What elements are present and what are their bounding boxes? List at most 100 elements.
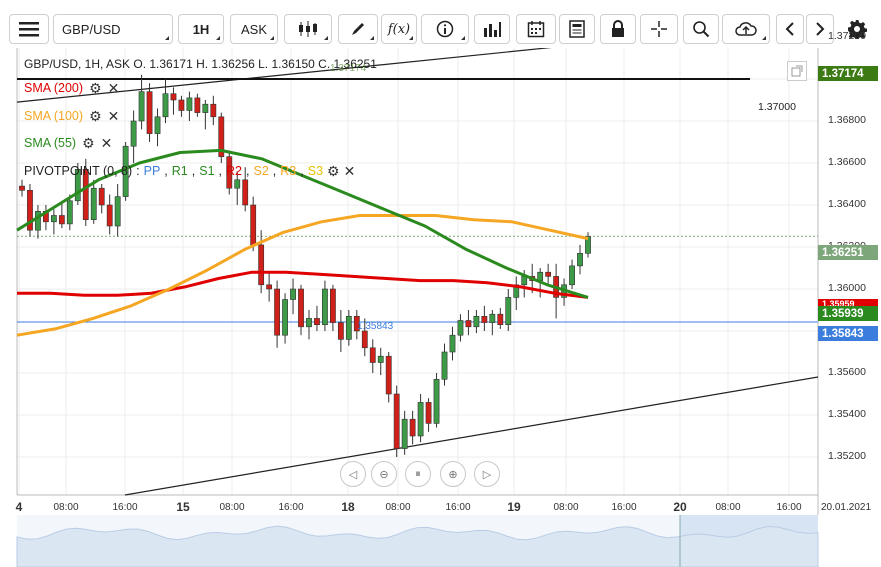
candle-body: [473, 315, 480, 328]
price-side-selector[interactable]: ASK: [230, 14, 278, 44]
candle-body: [74, 169, 81, 202]
price-axis-label: 1.37200: [828, 30, 866, 42]
time-axis-label: 16:00: [278, 502, 304, 513]
price-chart[interactable]: [0, 48, 881, 567]
time-axis-label: 08:00: [219, 502, 245, 513]
indicator-pivotpoint: PIVOTPOINT (0, 8) : PP, R1, S1, R2, S2, …: [24, 163, 356, 179]
symbol-label: GBP/USD: [62, 21, 121, 37]
template-button[interactable]: [559, 14, 595, 44]
bar-chart-icon: [484, 22, 501, 37]
price-axis-label: 1.36000: [828, 282, 866, 294]
expand-button[interactable]: [787, 61, 807, 81]
close-icon[interactable]: ✕: [100, 135, 113, 151]
indicators-button[interactable]: f(x): [381, 14, 417, 44]
candle-body: [417, 402, 424, 437]
sma55-label[interactable]: SMA (55): [24, 136, 77, 150]
chevron-down-icon: [165, 36, 169, 40]
chart-type-button[interactable]: [284, 14, 332, 44]
volume-button[interactable]: [474, 14, 510, 44]
top-line-label: 1.37174: [330, 63, 367, 74]
chart-area[interactable]: [0, 48, 881, 567]
scroll-left-button[interactable]: [776, 14, 804, 44]
gear-icon[interactable]: ⚙: [82, 135, 95, 151]
nav-back-button[interactable]: ◁: [340, 461, 366, 487]
price-axis-label: 1.35600: [828, 366, 866, 378]
candle-body: [162, 93, 169, 118]
chevron-down-icon: [216, 36, 220, 40]
candle-body: [306, 318, 312, 328]
chevron-down-icon: [370, 36, 374, 40]
candle-body: [130, 120, 137, 147]
trendline-lower: [124, 376, 819, 496]
candle-body: [330, 288, 336, 323]
sma200-line: [17, 270, 589, 299]
calendar-button[interactable]: [516, 14, 556, 44]
gear-icon[interactable]: ⚙: [89, 108, 102, 124]
close-icon[interactable]: ✕: [343, 163, 356, 179]
candle-body: [465, 320, 472, 328]
time-axis-label: 08:00: [385, 502, 411, 513]
candle-body: [98, 187, 105, 206]
price-axis-label: 1.36400: [828, 198, 866, 210]
candle-body: [35, 211, 41, 231]
candle-body: [242, 179, 249, 206]
candle-body: [298, 288, 304, 328]
reset-view-button[interactable]: ⏸: [405, 461, 431, 487]
settings-button[interactable]: [843, 14, 871, 44]
time-axis-label: 19: [507, 500, 521, 514]
close-icon[interactable]: ✕: [107, 108, 120, 124]
sma100-label[interactable]: SMA (100): [24, 109, 84, 123]
chevron-left-icon: [785, 22, 794, 36]
zoom-icon: [693, 21, 710, 38]
candle-body: [266, 284, 273, 290]
time-axis-label: 15: [176, 500, 190, 514]
menu-button[interactable]: [9, 14, 49, 44]
gear-icon[interactable]: ⚙: [327, 163, 340, 179]
candle-body: [114, 196, 121, 227]
info-button[interactable]: [421, 14, 469, 44]
crosshair-button[interactable]: [640, 14, 678, 44]
gear-icon[interactable]: ⚙: [89, 80, 102, 96]
candle-body: [585, 236, 591, 254]
indicator-sma100: SMA (100) ⚙ ✕: [24, 109, 119, 123]
zoom-in-button[interactable]: ⊕: [440, 461, 466, 487]
candle-body: [537, 271, 544, 281]
gear-icon: [848, 20, 867, 39]
hline-label: 1.37000: [758, 101, 796, 113]
pivot-r2: R2: [226, 164, 243, 178]
expand-icon: [791, 65, 803, 77]
sma55-price-tag: 1.35939: [818, 306, 878, 321]
lock-icon: [612, 20, 624, 37]
zoom-out-button[interactable]: ⊖: [371, 461, 397, 487]
pivot-label[interactable]: PIVOTPOINT (0, 8): [24, 164, 133, 178]
scroll-right-button[interactable]: [806, 14, 834, 44]
nav-forward-button[interactable]: ▷: [474, 461, 500, 487]
lock-button[interactable]: [600, 14, 636, 44]
candle-body: [369, 347, 376, 363]
pivot-s1: S1: [199, 164, 215, 178]
candle-body: [433, 378, 440, 424]
draw-tool-button[interactable]: [338, 14, 378, 44]
chevron-down-icon: [409, 36, 413, 40]
timeframe-selector[interactable]: 1H: [178, 14, 224, 44]
hamburger-icon: [19, 22, 39, 37]
candle-body: [497, 313, 504, 326]
candle-body: [449, 334, 456, 353]
calendar-icon: [527, 21, 545, 38]
price-axis-label: 1.36800: [828, 114, 866, 126]
time-axis-label: 08:00: [715, 502, 741, 513]
symbol-selector[interactable]: GBP/USD: [53, 14, 173, 44]
candle-body: [50, 215, 57, 223]
candle-body: [290, 288, 296, 300]
candle-body: [345, 315, 352, 340]
close-icon[interactable]: ✕: [107, 80, 120, 96]
candle-body: [66, 200, 73, 225]
candle-body: [481, 315, 488, 323]
sma200-label[interactable]: SMA (200): [24, 81, 84, 95]
time-axis-label: 20.01.2021: [820, 502, 872, 513]
candle-body: [218, 116, 225, 158]
pencil-icon: [352, 23, 364, 35]
candle-body: [274, 288, 280, 336]
zoom-button[interactable]: [683, 14, 719, 44]
cloud-save-button[interactable]: [722, 14, 770, 44]
